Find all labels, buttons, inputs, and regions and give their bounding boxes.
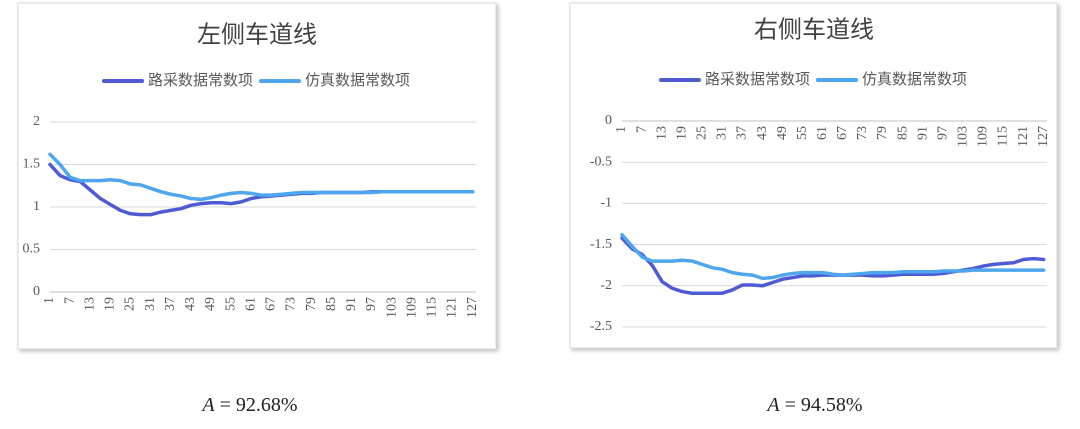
caption-text: = 92.68% — [220, 394, 298, 416]
caption-symbol: A — [200, 394, 215, 416]
y-tick-label: 1.5 — [23, 157, 41, 172]
x-tick-label: 115 — [425, 297, 440, 317]
x-tick-label: 55 — [795, 126, 810, 140]
x-tick-label: 79 — [304, 297, 319, 311]
x-tick-label: 97 — [364, 297, 379, 311]
x-tick-label: 67 — [835, 126, 850, 140]
caption-symbol: A — [765, 394, 780, 416]
x-tick-label: 79 — [875, 126, 890, 140]
x-tick-label: 85 — [324, 297, 339, 311]
x-tick-label: 67 — [264, 297, 279, 311]
x-tick-label: 25 — [123, 297, 138, 311]
x-tick-label: 31 — [143, 297, 158, 311]
x-tick-label: 109 — [976, 126, 991, 147]
x-tick-label: 25 — [695, 126, 710, 140]
x-tick-label: 73 — [855, 126, 870, 140]
x-tick-label: 13 — [82, 297, 97, 311]
series-line — [620, 232, 1046, 281]
y-tick-label: -1.5 — [590, 237, 612, 252]
x-tick-label: 127 — [1036, 126, 1051, 147]
x-tick-label: 91 — [344, 297, 359, 311]
x-tick-label: 103 — [384, 297, 399, 318]
x-tick-label: 19 — [103, 297, 118, 311]
x-tick-label: 31 — [715, 126, 730, 140]
chart-title: 左侧车道线 — [197, 21, 317, 48]
x-tick-label: 49 — [203, 297, 218, 311]
x-tick-label: 127 — [465, 297, 480, 318]
caption: A = 92.68% — [200, 394, 297, 416]
legend-label: 仿真数据常数项 — [862, 70, 967, 88]
x-tick-label: 121 — [1016, 126, 1031, 147]
x-tick-label: 13 — [654, 126, 669, 140]
x-tick-label: 115 — [996, 126, 1011, 146]
y-tick-label: -1 — [600, 196, 612, 211]
x-tick-label: 109 — [404, 297, 419, 318]
legend-label: 路采数据常数项 — [148, 72, 253, 89]
x-tick-label: 49 — [775, 126, 790, 140]
x-tick-label: 97 — [935, 126, 950, 140]
y-tick-label: 0 — [33, 284, 40, 299]
x-tick-label: 55 — [223, 297, 238, 311]
y-tick-label: 0.5 — [23, 242, 41, 257]
y-tick-label: -2.5 — [590, 319, 612, 334]
y-tick-label: 0 — [605, 113, 612, 128]
x-tick-label: 7 — [634, 126, 649, 133]
y-tick-label: -0.5 — [590, 154, 612, 169]
x-tick-label: 121 — [445, 297, 460, 318]
x-tick-label: 85 — [895, 126, 910, 140]
x-tick-label: 37 — [735, 126, 750, 140]
x-tick-label: 61 — [815, 126, 830, 140]
caption: A = 94.58% — [765, 394, 862, 416]
x-tick-label: 91 — [915, 126, 930, 140]
x-tick-label: 1 — [42, 297, 57, 304]
x-tick-label: 7 — [62, 297, 77, 304]
chart-frame — [17, 2, 497, 350]
y-tick-label: 2 — [33, 114, 40, 129]
x-tick-label: 73 — [284, 297, 299, 311]
x-tick-label: 37 — [163, 297, 178, 311]
caption-text: = 94.58% — [785, 394, 863, 416]
y-tick-label: -2 — [600, 278, 612, 293]
x-tick-label: 19 — [674, 126, 689, 140]
x-tick-label: 1 — [614, 126, 629, 133]
x-tick-label: 103 — [956, 126, 971, 147]
x-tick-label: 43 — [755, 126, 770, 140]
x-tick-label: 43 — [183, 297, 198, 311]
legend-label: 仿真数据常数项 — [305, 71, 410, 89]
series-line — [48, 152, 475, 202]
x-tick-label: 61 — [243, 297, 258, 311]
chart-title: 右侧车道线 — [754, 16, 874, 43]
legend-label: 路采数据常数项 — [705, 71, 810, 88]
y-tick-label: 1 — [33, 199, 40, 214]
chart-frame — [569, 2, 1058, 349]
